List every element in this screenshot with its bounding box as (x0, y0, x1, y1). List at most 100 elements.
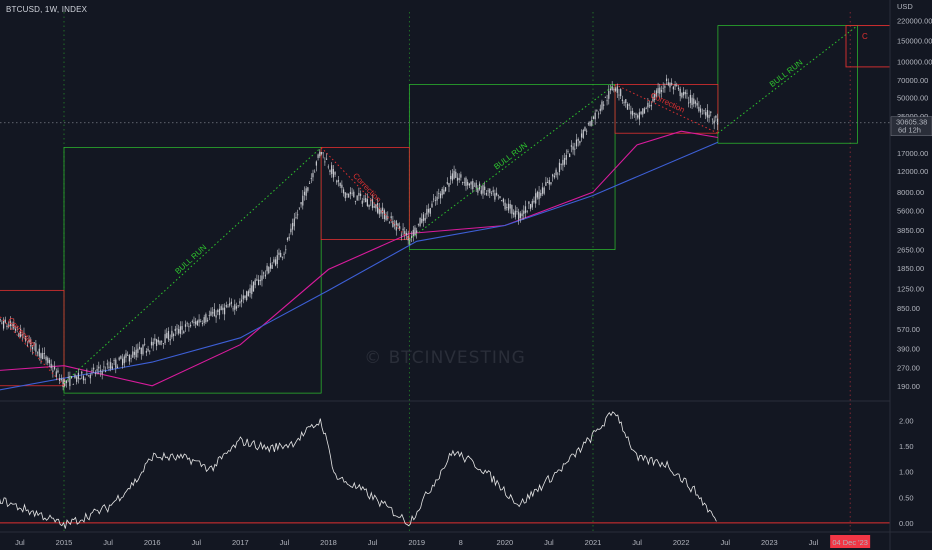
bull-run-line (63, 147, 322, 384)
candle-body (0, 318, 1, 321)
candle-body (172, 334, 175, 336)
correction-line (320, 147, 410, 240)
candle-body (648, 105, 651, 107)
candle-body (538, 191, 540, 200)
candle-body (222, 307, 224, 311)
candle-body (11, 324, 13, 326)
candle-body (70, 376, 73, 379)
candle-body (161, 341, 163, 343)
candle-body (540, 193, 542, 196)
time-tick-label: 2015 (56, 538, 73, 547)
candle-body (310, 178, 312, 179)
price-tick-label: 1850.00 (897, 264, 924, 273)
candle-body (672, 86, 674, 90)
candle-body (149, 350, 151, 352)
time-tick-label: 2020 (496, 538, 513, 547)
candle-body (120, 356, 122, 359)
candle-body (363, 198, 365, 200)
candle-body (288, 236, 290, 239)
candle-body (201, 323, 204, 325)
candle-body (337, 180, 340, 182)
candle-body (460, 174, 462, 178)
time-tick-label: Jul (544, 538, 554, 547)
candle-body (297, 214, 299, 216)
candle-body (523, 210, 525, 214)
candle-body (291, 223, 294, 230)
date-highlight-badge (830, 535, 871, 548)
candle-body (332, 169, 334, 178)
oscillator-tick-label: 2.00 (899, 416, 914, 425)
candle-body (188, 326, 190, 328)
candle-body (300, 202, 302, 205)
candle-body (193, 322, 195, 323)
candle-body (509, 203, 511, 209)
candle-body (232, 308, 234, 310)
candle-body (393, 224, 396, 226)
candle-body (325, 158, 328, 160)
candle-body (599, 108, 601, 111)
candle-body (361, 200, 363, 204)
candle-body (286, 238, 289, 241)
candle-body (472, 180, 474, 190)
candle-body (169, 338, 171, 341)
current-price-label: 30605.38 (896, 118, 927, 127)
candle-body (349, 191, 351, 195)
candle-body (577, 138, 579, 141)
price-tick-label: 150000.00 (897, 36, 932, 45)
candle-body (121, 358, 124, 366)
candle-body (463, 182, 465, 184)
candle-body (43, 353, 45, 355)
candle-body (261, 275, 263, 281)
candle-body (504, 202, 506, 210)
time-tick-label: 2022 (673, 538, 690, 547)
candle-body (448, 183, 450, 187)
oscillator-tick-label: 1.50 (899, 442, 914, 451)
candle-body (176, 328, 178, 330)
candle-body (67, 377, 69, 379)
candle-body (178, 329, 180, 334)
candle-body (713, 120, 715, 124)
candle-body (103, 366, 105, 368)
candle-body (249, 288, 251, 294)
candle-body (546, 182, 549, 184)
time-tick-label: Jul (720, 538, 730, 547)
candle-body (572, 146, 574, 150)
candle-body (465, 177, 467, 186)
candle-body (60, 379, 62, 380)
candle-body (57, 370, 59, 373)
candle-body (451, 173, 453, 181)
candle-body (116, 366, 119, 369)
candle-body (319, 151, 321, 157)
candle-body (257, 279, 260, 286)
candle-body (608, 90, 610, 99)
candle-body (312, 173, 314, 178)
candle-body (468, 183, 470, 186)
candle-body (550, 182, 552, 185)
candle-body (580, 133, 583, 138)
candle-body (691, 97, 693, 106)
candle-body (591, 119, 593, 126)
candle-body (376, 203, 379, 213)
candle-body (206, 320, 209, 322)
candle-body (414, 227, 416, 236)
candle-body (167, 331, 170, 340)
time-tick-label: 2021 (585, 538, 602, 547)
future-correction-label: C (862, 32, 868, 41)
candle-body (26, 344, 28, 346)
candle-body (106, 363, 108, 365)
candle-body (251, 285, 253, 295)
candle-body (674, 84, 676, 87)
candle-body (529, 204, 532, 209)
candle-body (506, 207, 508, 208)
candle-body (647, 102, 649, 108)
candle-body (404, 231, 406, 236)
candle-body (431, 203, 433, 208)
candle-body (358, 192, 360, 196)
time-tick-label: 8 (459, 538, 463, 547)
price-tick-label: 17000.00 (897, 149, 928, 158)
price-tick-label: 2650.00 (897, 245, 924, 254)
candle-body (558, 162, 561, 172)
candle-body (142, 344, 144, 355)
candle-body (87, 375, 90, 377)
